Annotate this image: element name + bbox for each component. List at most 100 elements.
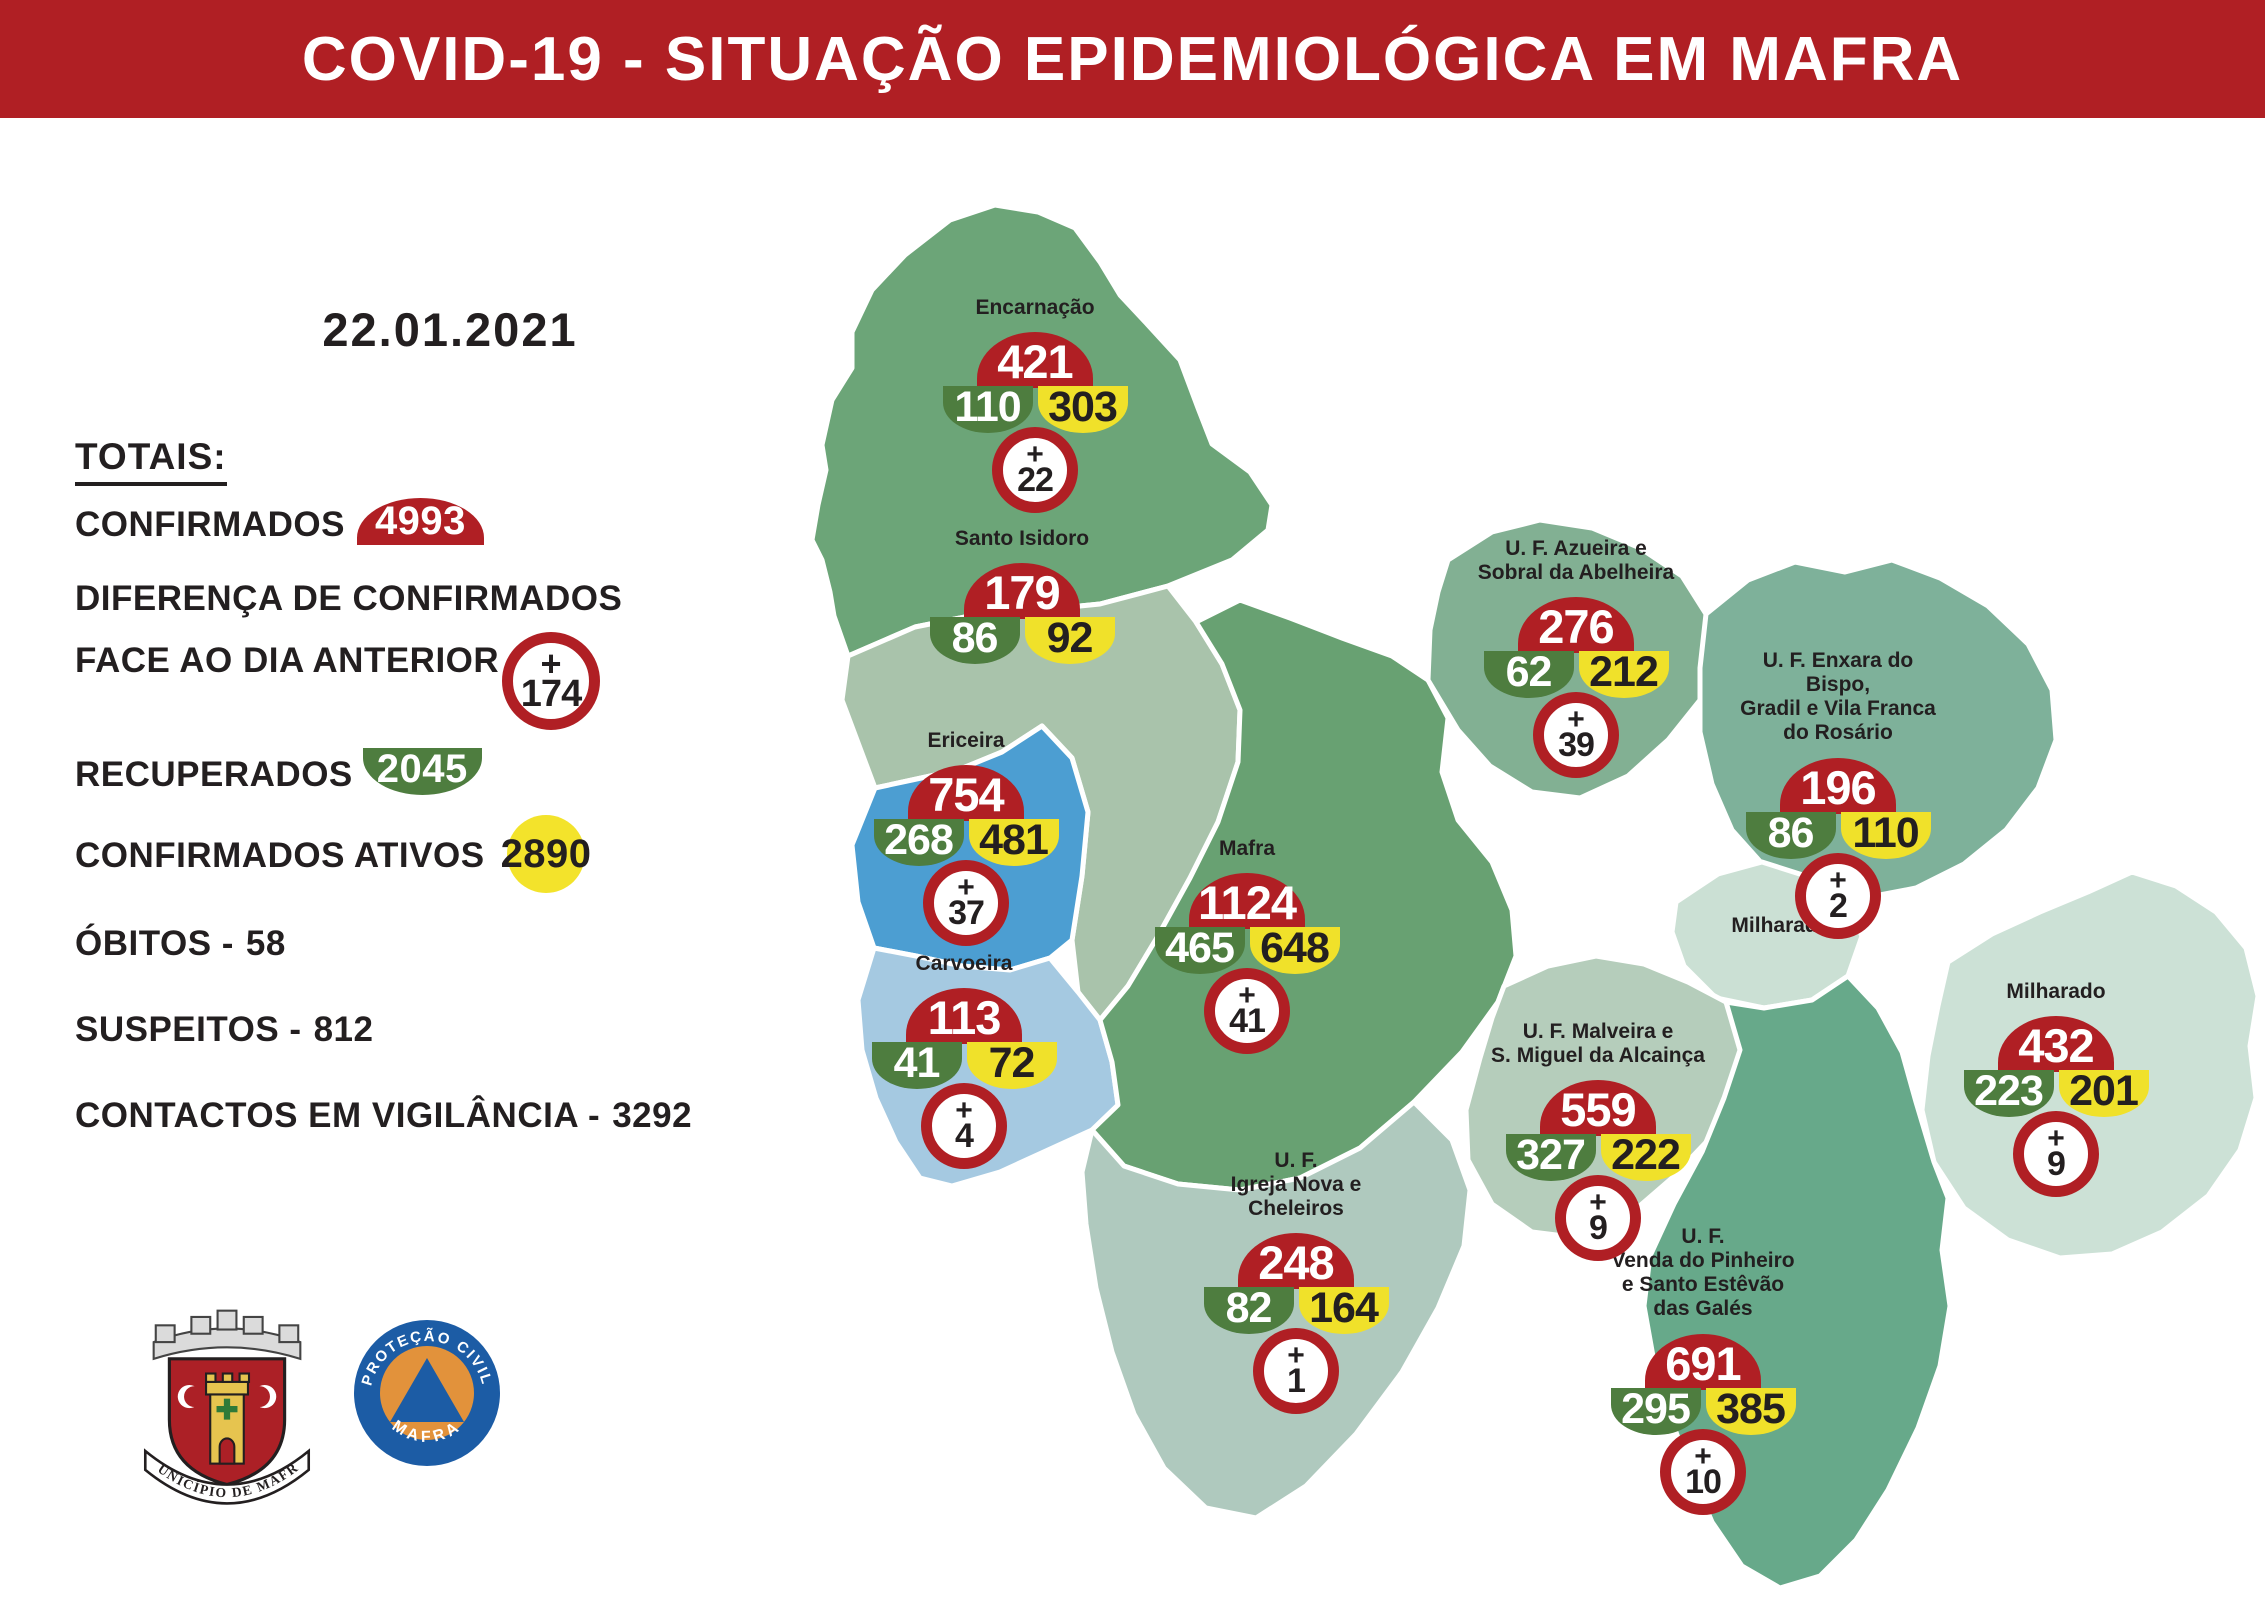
plus-sign: + <box>1829 863 1847 897</box>
confirmed-badge: 179 <box>964 563 1080 620</box>
map-region-ericeira <box>849 723 1091 973</box>
totals-heading: TOTAIS: <box>75 436 227 486</box>
stat-suspeitos-value: 812 <box>313 1010 374 1049</box>
active-badge: 201 <box>2058 1070 2149 1118</box>
active-badge: 212 <box>1578 651 1669 699</box>
confirmed-badge: 432 <box>1998 1016 2114 1073</box>
active-badge: 222 <box>1600 1134 1691 1182</box>
stat-suspeitos-label: SUSPEITOS - <box>75 1010 302 1049</box>
plus-sign: + <box>1589 1186 1607 1220</box>
region-name: Ericeira <box>927 729 1005 752</box>
delta-badge: + 22 <box>992 427 1078 514</box>
plus-sign: + <box>1026 438 1044 472</box>
plus-sign: + <box>1694 1439 1712 1473</box>
region-cluster-carvoeira: Carvoeira 113 41 72 + 4 <box>854 952 1074 1170</box>
delta-badge: + 1 <box>1253 1328 1339 1415</box>
stat-obitos: ÓBITOS - 58 <box>75 924 286 964</box>
delta-badge: + 9 <box>2013 1111 2099 1198</box>
region-cluster-milharado: Milharado 432 223 201 + 9 <box>1946 980 2166 1198</box>
stat-obitos-label: ÓBITOS - <box>75 924 234 963</box>
recuperados-badge: 2045 <box>362 748 482 795</box>
recovered-badge: 268 <box>873 819 964 867</box>
plus-sign: + <box>957 871 975 905</box>
stat-suspeitos: SUSPEITOS - 812 <box>75 1010 373 1050</box>
municipio-mafra-logo: MUNICÍPIO DE MAFRA <box>122 1296 311 1505</box>
region-cluster-azueira: U. F. Azueira e Sobral da Abelheira 276 6… <box>1466 537 1686 779</box>
confirmed-badge: 559 <box>1540 1080 1656 1137</box>
active-badge: 72 <box>966 1042 1057 1090</box>
region-name: U. F. Azueira e Sobral da Abelheira <box>1477 537 1675 585</box>
stat-diferenca: DIFERENÇA DE CONFIRMADOS FACE AO DIA ANT… <box>75 568 622 692</box>
active-badge: 481 <box>968 819 1059 867</box>
delta-badge: + 9 <box>1555 1175 1641 1262</box>
plus-sign: + <box>955 1094 973 1128</box>
protecao-civil-logo: PROTEÇÃO CIVIL MAFRA <box>354 1320 500 1466</box>
delta-badge: + 37 <box>923 860 1009 947</box>
stat-ativos-label: CONFIRMADOS ATIVOS <box>75 836 485 875</box>
stat-recuperados: RECUPERADOS 2045 <box>75 746 482 795</box>
confirmed-badge: 1124 <box>1189 873 1305 930</box>
plus-sign: + <box>540 643 562 684</box>
confirmed-badge: 276 <box>1518 597 1634 654</box>
region-cluster-igreja-nova: U. F. Igreja Nova e Cheleiros 248 82 164 … <box>1186 1149 1406 1415</box>
region-name: U. F. Igreja Nova e Cheleiros <box>1230 1149 1362 1221</box>
region-cluster-mafra: Mafra 1124 465 648 + 41 <box>1137 837 1357 1055</box>
delta-badge: + 2 <box>1795 852 1881 939</box>
region-cluster-enxara: U. F. Enxara do Bispo, Gradil e Vila Fran… <box>1728 649 1948 939</box>
region-cluster-santo-isidoro: Santo Isidoro 179 86 92 <box>912 527 1132 665</box>
confirmed-badge: 691 <box>1645 1333 1761 1390</box>
delta-badge: + 10 <box>1660 1428 1746 1515</box>
confirmed-badge: 196 <box>1780 757 1896 814</box>
stat-contactos-label: CONTACTOS EM VIGILÂNCIA - <box>75 1096 601 1135</box>
confirmed-badge: 113 <box>906 988 1022 1045</box>
region-name: Encarnação <box>975 296 1095 319</box>
region-cluster-venda: U. F. Venda do Pinheiro e Santo Estêvão da… <box>1593 1225 1813 1515</box>
recovered-badge: 62 <box>1483 651 1574 699</box>
stat-contactos-value: 3292 <box>612 1096 693 1135</box>
stat-ativos: CONFIRMADOS ATIVOS 2890 <box>75 832 596 876</box>
recovered-badge: 295 <box>1610 1387 1701 1435</box>
recovered-badge: 465 <box>1154 927 1245 975</box>
plus-sign: + <box>1287 1339 1305 1373</box>
region-name: Milharado <box>2006 980 2106 1003</box>
confirmed-badge: 248 <box>1238 1233 1354 1290</box>
delta-badge: + 41 <box>1204 968 1290 1055</box>
region-cluster-malveira: U. F. Malveira e S. Miguel da Alcainça 55… <box>1488 1020 1708 1262</box>
report-date: 22.01.2021 <box>322 303 578 356</box>
region-name: U. F. Enxara do Bispo, Gradil e Vila Fran… <box>1740 649 1936 745</box>
region-name: Mafra <box>1218 837 1276 860</box>
stat-diferenca-line1: DIFERENÇA DE CONFIRMADOS <box>75 579 623 618</box>
active-badge: 110 <box>1840 811 1931 859</box>
recovered-badge: 327 <box>1505 1134 1596 1182</box>
diferenca-delta-badge: + 174 <box>502 632 600 730</box>
plus-sign: + <box>2047 1122 2065 1156</box>
active-badge: 648 <box>1249 927 1340 975</box>
region-name: Carvoeira <box>915 952 1013 975</box>
ativos-badge: 2890 <box>497 832 596 876</box>
plus-sign: + <box>1238 979 1256 1013</box>
active-badge: 92 <box>1024 617 1115 665</box>
active-badge: 385 <box>1705 1387 1796 1435</box>
stat-confirmados: CONFIRMADOS 4993 <box>75 498 484 545</box>
region-name: Santo Isidoro <box>954 527 1090 550</box>
region-cluster-encarnacao: Encarnação 421 110 303 + 22 <box>925 296 1145 514</box>
delta-badge: + 39 <box>1533 692 1619 779</box>
stat-diferenca-line2: FACE AO DIA ANTERIOR <box>75 641 500 680</box>
title-banner: COVID-19 - SITUAÇÃO EPIDEMIOLÓGICA EM MA… <box>0 0 2265 118</box>
recovered-badge: 110 <box>942 386 1033 434</box>
stat-confirmados-label: CONFIRMADOS <box>75 505 345 544</box>
region-name: U. F. Venda do Pinheiro e Santo Estêvão da… <box>1611 1225 1795 1321</box>
recovered-badge: 86 <box>929 617 1020 665</box>
confirmados-badge: 4993 <box>356 498 484 545</box>
region-cluster-ericeira: Ericeira 754 268 481 + 37 <box>856 729 1076 947</box>
active-badge: 303 <box>1037 386 1128 434</box>
active-badge: 164 <box>1298 1287 1389 1335</box>
recovered-badge: 41 <box>871 1042 962 1090</box>
stat-obitos-value: 58 <box>245 924 286 963</box>
recovered-badge: 82 <box>1203 1287 1294 1335</box>
page-title: COVID-19 - SITUAÇÃO EPIDEMIOLÓGICA EM MA… <box>301 24 1964 94</box>
stat-recuperados-label: RECUPERADOS <box>75 755 353 794</box>
recovered-badge: 86 <box>1745 811 1836 859</box>
confirmed-badge: 421 <box>977 332 1093 389</box>
stat-contactos: CONTACTOS EM VIGILÂNCIA - 3292 <box>75 1096 692 1136</box>
